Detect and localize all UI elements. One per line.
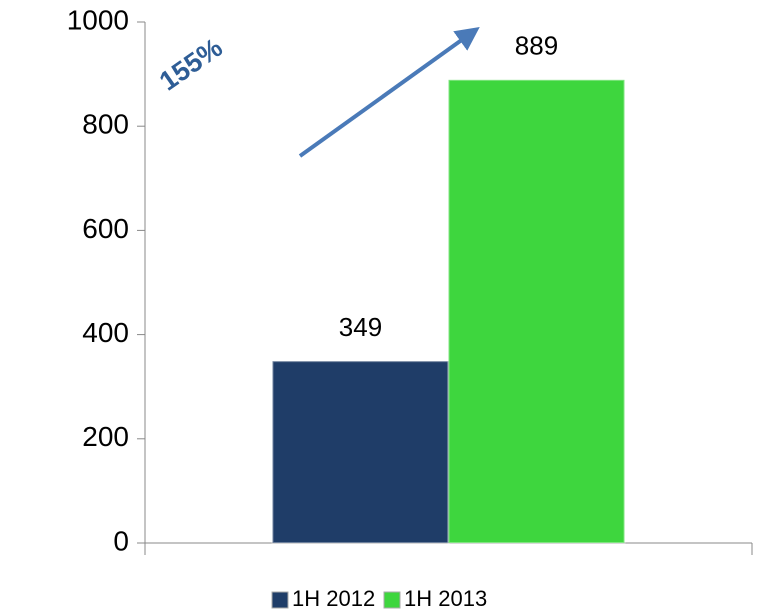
data-label: 889 [515,31,558,61]
y-tick-label: 400 [82,317,129,348]
y-tick-label: 1000 [67,4,129,35]
y-tick-label: 800 [82,109,129,140]
bar [447,78,626,545]
legend-swatch [271,591,289,609]
growth-arrow [298,27,480,158]
legend-label: 1H 2013 [404,586,487,611]
y-tick-label: 600 [82,213,129,244]
growth-annotation: 155% [154,32,228,96]
legend-label: 1H 2012 [292,586,375,611]
legend-swatch [383,591,401,609]
bar [271,360,450,544]
data-label: 349 [339,312,382,342]
y-tick-label: 200 [82,421,129,452]
y-tick-label: 0 [113,525,129,556]
